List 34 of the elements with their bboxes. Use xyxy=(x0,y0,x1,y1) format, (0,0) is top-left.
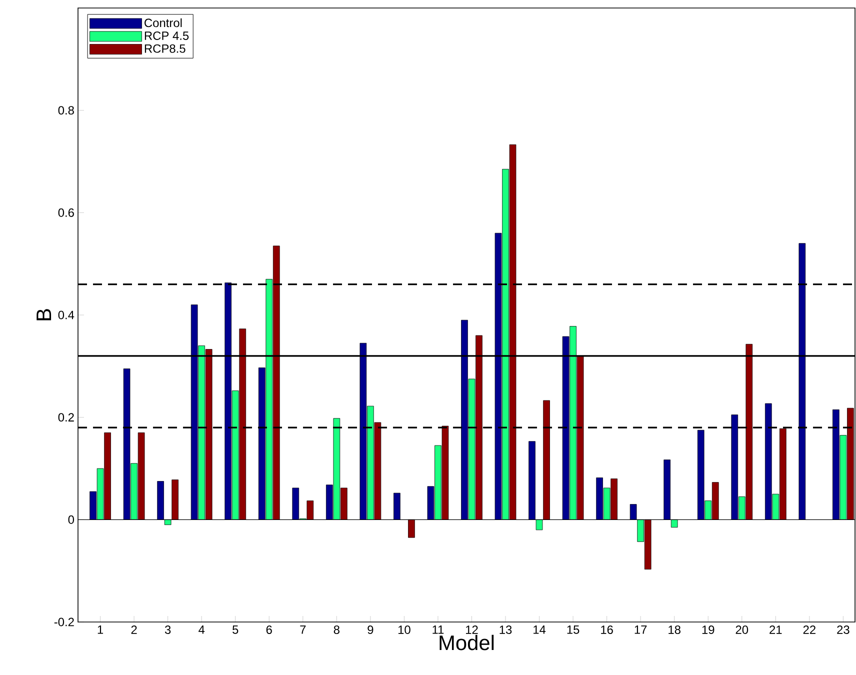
x-axis-title: Model xyxy=(440,634,494,650)
y-tick-label: 0 xyxy=(68,515,74,524)
x-tick-label: 15 xyxy=(567,626,580,634)
x-tick-label: 23 xyxy=(837,626,850,634)
x-tick-label: 21 xyxy=(770,626,782,634)
x-tick-label: 1 xyxy=(98,626,104,634)
x-tick-label: 14 xyxy=(534,626,546,634)
y-tick-label: 0.2 xyxy=(58,413,74,422)
x-tick-label: 18 xyxy=(668,626,680,634)
x-tick-label: 6 xyxy=(266,626,272,634)
x-tick-label: 12 xyxy=(466,626,478,634)
x-tick-label: 8 xyxy=(334,626,340,634)
y-axis-title: B xyxy=(36,309,52,320)
y-tick-label: 0.4 xyxy=(58,310,74,320)
legend-label: Control xyxy=(144,18,182,28)
x-tick-label: 17 xyxy=(634,626,647,634)
x-tick-label: 4 xyxy=(198,626,205,634)
x-tick-label: 2 xyxy=(131,626,137,634)
y-tick-label: 0.6 xyxy=(58,208,74,217)
x-tick-label: 3 xyxy=(164,626,171,634)
x-tick-label: 7 xyxy=(300,626,306,634)
x-tick-label: 13 xyxy=(500,626,512,634)
x-tick-label: 22 xyxy=(803,626,816,634)
x-tick-label: 9 xyxy=(368,626,374,634)
y-tick-label: -0.2 xyxy=(54,618,74,626)
x-tick-label: 19 xyxy=(702,626,714,634)
x-tick-label: 20 xyxy=(736,626,748,634)
x-tick-label: 10 xyxy=(398,626,410,634)
legend-label: RCP 4.5 xyxy=(144,32,189,40)
y-tick-label: 0.8 xyxy=(58,106,74,115)
x-tick-label: 5 xyxy=(232,626,238,634)
x-tick-label: 11 xyxy=(432,626,444,634)
legend-label: RCP8.5 xyxy=(144,44,186,53)
x-tick-label: 16 xyxy=(601,626,613,634)
